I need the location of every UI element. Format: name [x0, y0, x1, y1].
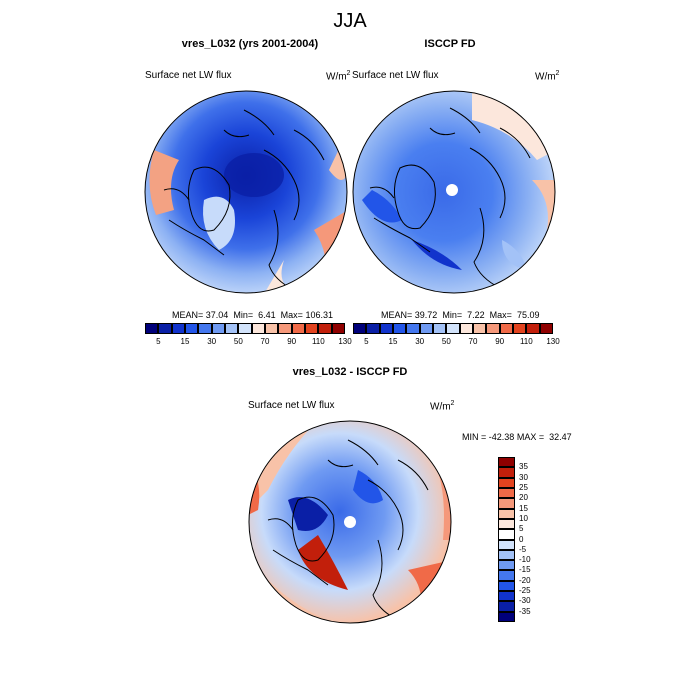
- colorbar-swatch: [278, 323, 292, 334]
- colorbar-tick-label: -30: [519, 596, 531, 606]
- colorbar-tick-label: 30: [415, 337, 425, 346]
- colorbar-swatch: [473, 323, 487, 334]
- colorbar-swatch: [498, 457, 515, 468]
- colorbar-swatch: [499, 323, 513, 334]
- colorbar-tick-label: 15: [388, 337, 398, 346]
- colorbar-swatch: [318, 323, 332, 334]
- colorbar-swatch: [459, 323, 473, 334]
- colorbar-tick-label: -35: [519, 606, 531, 616]
- colorbar-tick-label: 50: [441, 337, 451, 346]
- panel-3-title: vres_L032 - ISCCP FD: [292, 366, 408, 378]
- panel-1-field-label: Surface net LW flux: [145, 70, 232, 81]
- colorbar-swatch: [539, 323, 553, 334]
- colorbar-tick-label: 5: [364, 337, 369, 346]
- colorbar-swatch: [498, 508, 515, 519]
- colorbar-tick-label: 15: [180, 337, 190, 346]
- panel-3-colorbar-ticks: 35 30 25 20 15 10 5 0 -5 -10 -15 -20 -25 -30 -35: [519, 457, 549, 622]
- colorbar-tick-label: -25: [519, 586, 531, 596]
- panel-2-stats: MEAN= 39.72 Min= 7.22 Max= 75.09: [381, 310, 540, 320]
- colorbar-swatch: [498, 560, 515, 571]
- panel-2-colorbar-ticks: 5 15 30 50 70 90 110 130: [353, 337, 560, 349]
- colorbar-swatch: [353, 323, 367, 334]
- colorbar-tick-label: 30: [519, 472, 528, 482]
- panel-1-colorbar-ticks: 5 15 30 50 70 90 110 130: [145, 337, 352, 349]
- colorbar-tick-label: 90: [495, 337, 505, 346]
- colorbar-swatch: [513, 323, 527, 334]
- colorbar-swatch: [305, 323, 319, 334]
- colorbar-swatch: [291, 323, 305, 334]
- colorbar-tick-label: 10: [519, 513, 528, 523]
- colorbar-swatch: [251, 323, 265, 334]
- colorbar-tick-label: 15: [519, 503, 528, 513]
- colorbar-swatch: [498, 518, 515, 530]
- colorbar-swatch: [498, 539, 515, 550]
- colorbar-tick-label: 25: [519, 482, 528, 492]
- colorbar-swatch: [406, 323, 420, 334]
- colorbar-swatch: [498, 467, 515, 478]
- colorbar-swatch: [498, 549, 515, 561]
- colorbar-swatch: [366, 323, 380, 334]
- colorbar-tick-label: -5: [519, 544, 527, 554]
- colorbar-swatch: [419, 323, 433, 334]
- colorbar-tick-label: 30: [207, 337, 217, 346]
- colorbar-swatch: [211, 323, 225, 334]
- colorbar-swatch: [498, 580, 515, 592]
- panel-2-title: ISCCP FD: [424, 38, 476, 50]
- colorbar-swatch: [158, 323, 172, 334]
- colorbar-tick-label: 90: [287, 337, 297, 346]
- colorbar-swatch: [498, 591, 515, 602]
- colorbar-swatch: [498, 570, 515, 581]
- colorbar-swatch: [498, 487, 515, 499]
- colorbar-tick-label: 20: [519, 493, 528, 503]
- colorbar-swatch: [433, 323, 447, 334]
- colorbar-swatch: [498, 477, 515, 488]
- colorbar-tick-label: 0: [519, 534, 524, 544]
- panel-1-stats: MEAN= 37.04 Min= 6.41 Max= 106.31: [172, 310, 333, 320]
- panel-1-units: W/m2: [326, 70, 351, 83]
- colorbar-tick-label: 70: [260, 337, 270, 346]
- colorbar-swatch: [498, 529, 515, 540]
- colorbar-tick-label: -10: [519, 555, 531, 565]
- colorbar-tick-label: 5: [156, 337, 161, 346]
- panel-3-units: W/m2: [430, 400, 455, 413]
- colorbar-swatch: [265, 323, 279, 334]
- colorbar-tick-label: 110: [311, 337, 325, 346]
- colorbar-swatch: [198, 323, 212, 334]
- colorbar-swatch: [486, 323, 500, 334]
- colorbar-swatch: [185, 323, 199, 334]
- panel-2-map: [352, 90, 556, 294]
- colorbar-swatch: [171, 323, 185, 334]
- colorbar-swatch: [393, 323, 407, 334]
- colorbar-tick-label: -20: [519, 575, 531, 585]
- colorbar-tick-label: 5: [519, 524, 524, 534]
- figure-title: JJA: [333, 10, 367, 32]
- panel-2-field-label: Surface net LW flux: [352, 70, 439, 81]
- colorbar-swatch: [145, 323, 159, 334]
- colorbar-swatch: [498, 611, 515, 622]
- colorbar-swatch: [526, 323, 540, 334]
- colorbar-tick-label: 50: [233, 337, 243, 346]
- panel-3-field-label: Surface net LW flux: [248, 400, 335, 411]
- panel-3-stats: MIN = -42.38 MAX = 32.47: [462, 432, 572, 442]
- panel-3-map: [248, 420, 452, 624]
- panel-2-colorbar: [353, 323, 553, 334]
- colorbar-tick-label: 130: [546, 337, 560, 346]
- colorbar-swatch: [225, 323, 239, 334]
- colorbar-swatch: [446, 323, 460, 334]
- colorbar-tick-label: 110: [519, 337, 533, 346]
- panel-1-colorbar: [145, 323, 345, 334]
- colorbar-tick-label: 130: [338, 337, 352, 346]
- colorbar-swatch: [331, 323, 345, 334]
- colorbar-tick-label: 70: [468, 337, 478, 346]
- panel-1-map: [144, 90, 348, 294]
- panel-3-colorbar: [498, 457, 515, 622]
- panel-1-title: vres_L032 (yrs 2001-2004): [181, 38, 319, 50]
- colorbar-swatch: [498, 601, 515, 612]
- colorbar-swatch: [379, 323, 393, 334]
- colorbar-swatch: [498, 498, 515, 509]
- panel-2-units: W/m2: [535, 70, 560, 83]
- colorbar-tick-label: -15: [519, 565, 531, 575]
- colorbar-tick-label: 35: [519, 462, 528, 472]
- colorbar-swatch: [238, 323, 252, 334]
